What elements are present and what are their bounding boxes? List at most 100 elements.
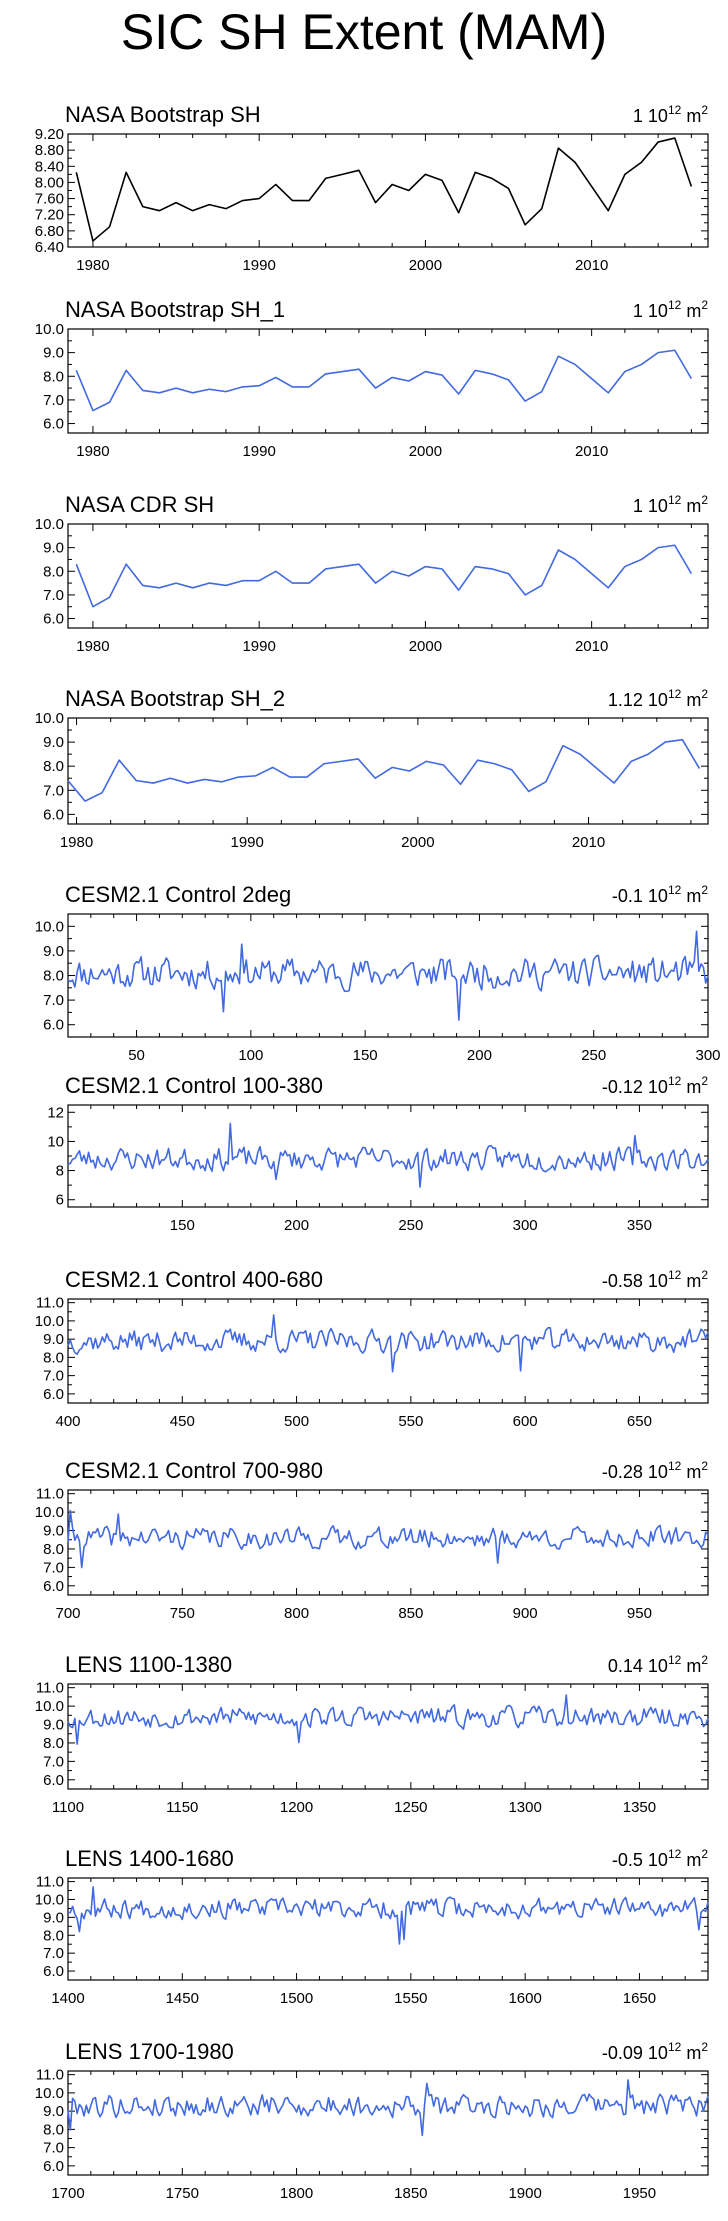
x-tick-label: 200 (467, 1047, 492, 1064)
panel-units: -0.12 1012 m2 (602, 1074, 708, 1097)
y-tick-label: 9.0 (43, 943, 64, 960)
x-tick-label: 300 (513, 1217, 538, 1234)
panel-11: LENS 1700-1980 -0.09 1012 m26.07.08.09.01… (35, 2039, 709, 2202)
y-tick-label: 11.0 (36, 1874, 64, 1891)
y-tick-label: 8.0 (43, 1735, 64, 1752)
panel-title: LENS 1400-1680 (65, 1846, 234, 1871)
x-tick-label: 1150 (166, 1799, 198, 1816)
panel-title: LENS 1700-1980 (65, 2039, 234, 2064)
x-tick-label: 2010 (575, 443, 608, 460)
x-tick-label: 900 (513, 1605, 538, 1622)
x-tick-label: 1500 (280, 1990, 313, 2007)
y-tick-label: 10.0 (35, 1891, 64, 1908)
y-tick-label: 11.0 (36, 1486, 64, 1503)
plot-frame (67, 1877, 709, 1981)
x-tick-label: 600 (513, 1413, 538, 1430)
y-tick-label: 9.0 (43, 540, 64, 557)
y-tick-label: 6.0 (43, 806, 64, 823)
y-tick-label: 7.0 (43, 1945, 64, 1962)
panel-9: LENS 1100-1380 0.14 1012 m2 6.0 7.08.09.0 10… (35, 1652, 709, 1816)
y-tick-label: 11.0 (36, 1680, 64, 1697)
panel-units: -0.1 1012 m2 (612, 883, 708, 906)
figure-title: SIC SH Extent (MAM) (120, 4, 608, 60)
y-tick-label: 8.0 (43, 563, 64, 580)
panel-3: NASA CDR SH 1 1012 m2 6.0 7.0 8.0 9.0 10.0 1980… (35, 492, 709, 655)
x-tick-label: 850 (398, 1605, 423, 1622)
series-line (67, 2079, 709, 2137)
y-tick-label: 9.0 (43, 345, 64, 362)
y-tick-label: 8.00 (35, 174, 64, 191)
y-tick-label: 9.20 (35, 126, 64, 143)
y-tick-label: 8.0 (43, 1927, 64, 1944)
x-tick-label: 1990 (242, 638, 275, 655)
x-tick-label: 1350 (623, 1799, 656, 1816)
y-tick-label: 8.80 (35, 142, 64, 159)
series-line (67, 1694, 709, 1745)
x-tick-label: 1400 (51, 1990, 84, 2007)
y-tick-label: 10.0 (35, 710, 64, 727)
x-tick-label: 1980 (76, 638, 109, 655)
panel-units: 1.12 1012 m2 (608, 687, 708, 710)
plot-frame (67, 717, 709, 825)
x-tick-label: 1250 (394, 1799, 427, 1816)
series-line (75, 137, 693, 242)
x-tick-label: 1990 (242, 257, 275, 274)
panel-title: CESM2.1 Control 2deg (65, 882, 291, 907)
plot-frame (67, 2070, 709, 2176)
x-tick-label: 800 (284, 1605, 309, 1622)
x-tick-label: 1450 (166, 1990, 199, 2007)
panel-units: 1 1012 m2 (633, 298, 708, 321)
panel-units: -0.58 1012 m2 (602, 1268, 708, 1291)
x-tick-label: 1950 (623, 2185, 656, 2202)
x-tick-label: 1800 (280, 2185, 313, 2202)
series-line (67, 1122, 709, 1188)
panel-4: NASA Bootstrap SH_2 1.12 1012 m2 6.0 7.0 8.0… (35, 686, 709, 851)
panel-units: 1 1012 m2 (633, 103, 708, 126)
y-tick-label: 6.0 (43, 611, 64, 628)
panel-title: NASA Bootstrap SH_1 (65, 297, 285, 322)
x-tick-label: 1980 (60, 834, 93, 851)
x-tick-label: 2010 (572, 834, 605, 851)
y-tick-label: 6.0 (43, 1963, 64, 1980)
y-tick-label: 11.0 (36, 2067, 64, 2084)
panel-1: NASA Bootstrap SH 1 1012 m2 6.406.807.207.… (35, 102, 709, 274)
panel-units: 1 1012 m2 (633, 493, 708, 516)
panel-10: LENS 1400-1680 -0.5 1012 m2 6.07.08.09.010… (35, 1846, 709, 2007)
y-tick-label: 7.0 (43, 587, 64, 604)
panel-units: -0.09 1012 m2 (602, 2040, 708, 2063)
y-tick-label: 9.0 (43, 1523, 64, 1540)
x-tick-label: 350 (627, 1217, 652, 1234)
plot-frame (67, 133, 709, 248)
y-tick-label: 8.40 (35, 158, 64, 175)
y-tick-label: 7.0 (43, 392, 64, 409)
x-tick-label: 200 (284, 1217, 309, 1234)
series-line (67, 1509, 709, 1569)
x-tick-label: 50 (128, 1047, 145, 1064)
panel-title: NASA Bootstrap SH_2 (65, 686, 285, 711)
panel-title: NASA CDR SH (65, 492, 214, 517)
panel-6: CESM2.1 Control 100-380 -0.12 1012 m2 6 8 10… (47, 1073, 709, 1234)
y-tick-label: 6.0 (43, 2158, 64, 2175)
x-tick-label: 2000 (409, 257, 442, 274)
x-tick-label: 150 (353, 1047, 378, 1064)
y-tick-label: 10 (47, 1133, 64, 1150)
x-tick-label: 550 (398, 1413, 423, 1430)
y-tick-label: 8.0 (43, 2121, 64, 2138)
series-line (75, 349, 693, 412)
panel-units: -0.5 1012 m2 (612, 1847, 708, 1870)
panel-7: CESM2.1 Control 400-680 -0.58 1012 m2 6.07… (35, 1267, 709, 1430)
x-tick-label: 1750 (166, 2185, 199, 2202)
y-tick-label: 10.0 (35, 1698, 64, 1715)
x-tick-label: 1300 (508, 1799, 541, 1816)
series-line (67, 738, 701, 802)
x-tick-label: 300 (695, 1047, 720, 1064)
y-tick-label: 7.0 (43, 1368, 64, 1385)
y-tick-label: 10.0 (35, 1504, 64, 1521)
y-tick-label: 7.60 (35, 191, 64, 208)
series-line (67, 930, 709, 1021)
x-tick-label: 250 (398, 1217, 423, 1234)
plot-frame (67, 1104, 709, 1208)
y-tick-label: 10.0 (35, 1313, 64, 1330)
x-tick-label: 1900 (508, 2185, 541, 2202)
